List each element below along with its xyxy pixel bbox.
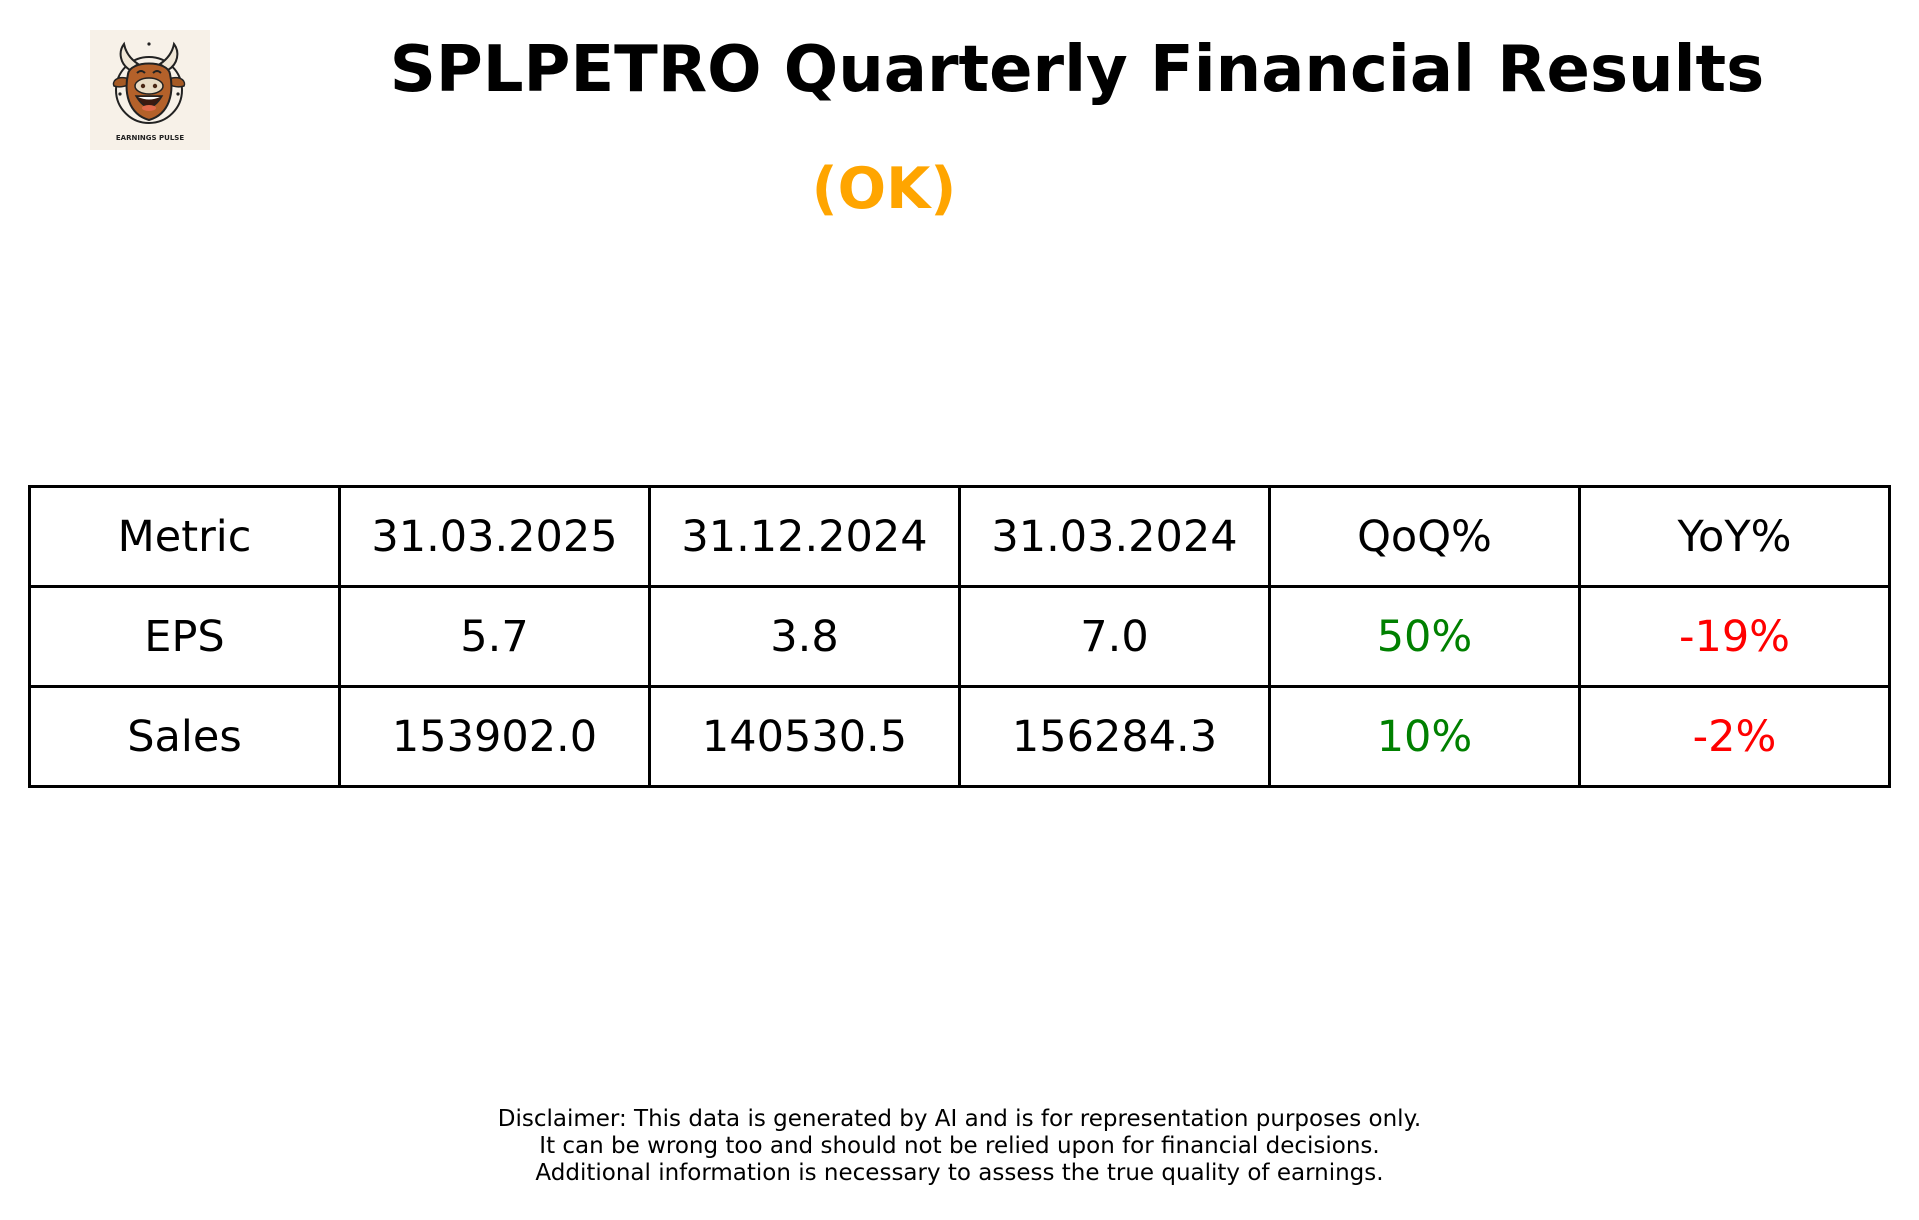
column-header-yoy: YoY% xyxy=(1578,485,1891,588)
disclaimer-line: It can be wrong too and should not be re… xyxy=(539,1133,1380,1159)
results-table: Metric 31.03.2025 31.12.2024 31.03.2024 … xyxy=(28,485,1891,788)
disclaimer-line: Disclaimer: This data is generated by AI… xyxy=(497,1106,1422,1132)
disclaimer-line: Additional information is necessary to a… xyxy=(535,1160,1384,1186)
table-row: Sales 153902.0 140530.5 156284.3 10% -2% xyxy=(28,685,1891,788)
metric-name-cell: EPS xyxy=(28,585,341,688)
earnings-pulse-logo: EARNINGS PULSE xyxy=(90,30,210,150)
qoq-change-cell: 50% xyxy=(1268,585,1581,688)
metric-name-cell: Sales xyxy=(28,685,341,788)
table-row: EPS 5.7 3.8 7.0 50% -19% xyxy=(28,585,1891,688)
column-header-metric: Metric xyxy=(28,485,341,588)
bull-mascot-icon: EARNINGS PULSE xyxy=(90,30,210,150)
yoy-change-cell: -19% xyxy=(1578,585,1891,688)
page-title: SPLPETRO Quarterly Financial Results xyxy=(389,33,1765,107)
value-cell: 140530.5 xyxy=(648,685,961,788)
column-header-qoq: QoQ% xyxy=(1268,485,1581,588)
status-badge: (OK) xyxy=(811,156,957,222)
value-cell: 7.0 xyxy=(958,585,1271,688)
column-header-year-ago-quarter: 31.03.2024 xyxy=(958,485,1271,588)
column-header-previous-quarter: 31.12.2024 xyxy=(648,485,961,588)
value-cell: 5.7 xyxy=(338,585,651,688)
svg-text:EARNINGS PULSE: EARNINGS PULSE xyxy=(116,134,184,142)
disclaimer: Disclaimer: This data is generated by AI… xyxy=(0,1106,1919,1187)
value-cell: 153902.0 xyxy=(338,685,651,788)
value-cell: 156284.3 xyxy=(958,685,1271,788)
value-cell: 3.8 xyxy=(648,585,961,688)
table-header-row: Metric 31.03.2025 31.12.2024 31.03.2024 … xyxy=(28,485,1891,588)
qoq-change-cell: 10% xyxy=(1268,685,1581,788)
yoy-change-cell: -2% xyxy=(1578,685,1891,788)
column-header-current-quarter: 31.03.2025 xyxy=(338,485,651,588)
